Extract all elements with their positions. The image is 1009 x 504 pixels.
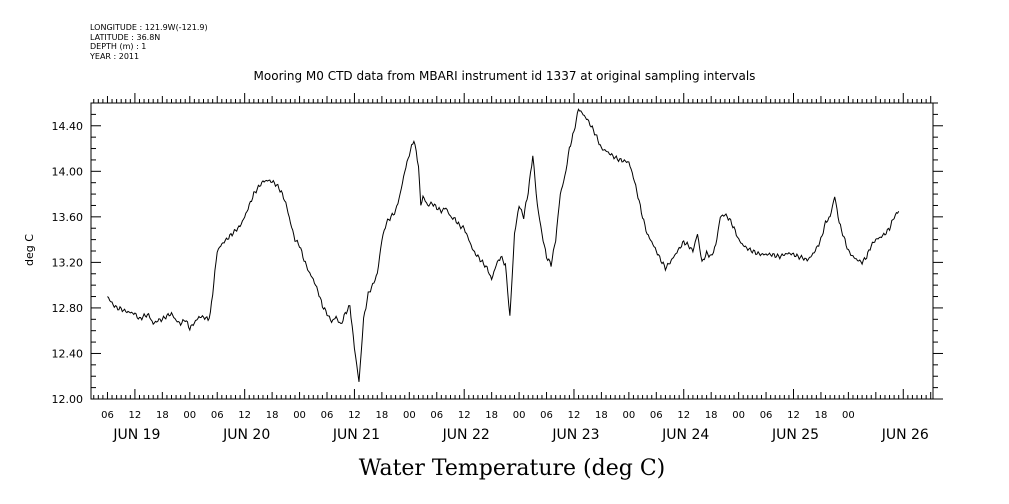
- x-hour-label: 06: [760, 410, 773, 421]
- x-hour-label: 12: [568, 410, 581, 421]
- x-hour-label: 18: [595, 410, 608, 421]
- x-hour-label: 00: [403, 410, 416, 421]
- x-hour-label: 00: [183, 410, 196, 421]
- depth-label: DEPTH (m) : 1: [90, 42, 147, 51]
- x-day-label: JUN 23: [551, 427, 599, 443]
- latitude-label: LATITUDE : 36.8N: [90, 32, 161, 42]
- y-axis-label: deg C: [23, 234, 36, 266]
- x-hour-label: 18: [376, 410, 389, 421]
- x-day-label: JUN 25: [771, 427, 819, 443]
- x-hour-label: 00: [622, 410, 635, 421]
- x-hour-label: 06: [211, 410, 224, 421]
- x-hour-label: 12: [348, 410, 361, 421]
- y-tick-label: 12.00: [52, 393, 84, 406]
- y-tick-label: 14.00: [52, 165, 84, 178]
- x-hour-label: 00: [513, 410, 526, 421]
- x-hour-label: 12: [787, 410, 800, 421]
- x-hour-label: 00: [732, 410, 745, 421]
- x-hour-label: 06: [430, 410, 443, 421]
- y-tick-label: 14.40: [52, 120, 84, 133]
- longitude-label: LONGITUDE : 121.9W(-121.9): [90, 23, 208, 32]
- ticks-layer: [91, 93, 943, 400]
- y-tick-label: 13.60: [52, 211, 84, 224]
- x-hour-label: 18: [156, 410, 169, 421]
- x-day-label: JUN 19: [112, 427, 160, 443]
- station-metadata: LONGITUDE : 121.9W(-121.9) LATITUDE : 36…: [90, 23, 208, 61]
- x-day-label: JUN 26: [881, 427, 929, 443]
- x-day-label: JUN 24: [661, 427, 709, 443]
- x-hour-label: 06: [321, 410, 334, 421]
- x-hour-label: 00: [293, 410, 306, 421]
- labels-layer: 12.00 12.40 12.80 13.20 13.60 14.00 14.40 06 12 1…: [52, 120, 929, 443]
- x-day-label: JUN 22: [442, 427, 490, 443]
- y-tick-label: 12.40: [52, 347, 84, 360]
- x-hour-label: 18: [485, 410, 498, 421]
- chart-title: Mooring M0 CTD data from MBARI instrumen…: [253, 69, 756, 83]
- x-hour-label: 00: [842, 410, 855, 421]
- y-tick-label: 12.80: [52, 302, 84, 315]
- x-hour-label: 06: [650, 410, 663, 421]
- x-hour-label: 12: [677, 410, 690, 421]
- temperature-series-line: [107, 108, 900, 382]
- x-hour-label: 18: [266, 410, 279, 421]
- x-hour-label: 12: [458, 410, 471, 421]
- x-day-label: JUN 20: [222, 427, 270, 443]
- x-hour-label: 12: [129, 410, 142, 421]
- year-label: YEAR : 2011: [90, 51, 140, 61]
- x-hour-label: 18: [705, 410, 718, 421]
- x-day-label: JUN 21: [332, 427, 380, 443]
- x-hour-label: 18: [815, 410, 828, 421]
- x-hour-label: 12: [238, 410, 251, 421]
- x-axis-label: Water Temperature (deg C): [359, 456, 666, 481]
- x-hour-label: 06: [101, 410, 114, 421]
- x-hour-label: 06: [540, 410, 553, 421]
- y-tick-label: 13.20: [52, 256, 84, 269]
